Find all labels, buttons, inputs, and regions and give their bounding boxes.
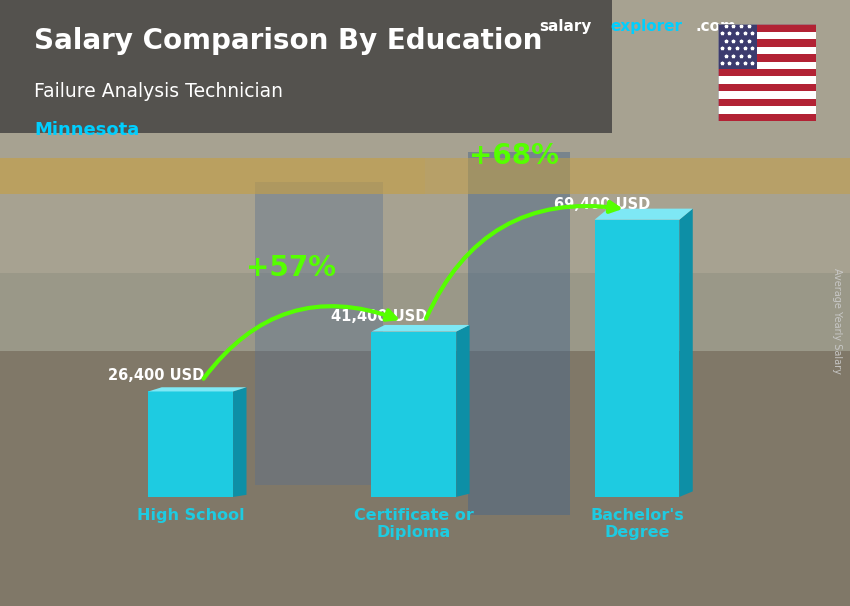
Text: 26,400 USD: 26,400 USD (108, 368, 204, 384)
Bar (148, 391, 233, 497)
Polygon shape (456, 325, 469, 497)
Bar (718, 76, 816, 84)
Bar (255, 182, 382, 485)
Bar (468, 152, 570, 515)
Bar (718, 39, 816, 47)
Text: 41,400 USD: 41,400 USD (332, 308, 428, 324)
Text: salary: salary (540, 19, 592, 35)
Bar (718, 32, 816, 39)
Text: Salary Comparison By Education: Salary Comparison By Education (34, 27, 542, 55)
Bar (718, 84, 816, 92)
Bar (371, 331, 456, 497)
Bar (718, 24, 757, 69)
Text: +57%: +57% (246, 255, 336, 282)
Text: +68%: +68% (469, 142, 559, 170)
Polygon shape (595, 208, 693, 220)
Bar (595, 220, 679, 497)
Polygon shape (679, 208, 693, 497)
Text: 69,400 USD: 69,400 USD (554, 197, 650, 211)
Bar (718, 69, 816, 76)
Bar (718, 47, 816, 54)
Bar (0, 351, 850, 606)
Text: Minnesota: Minnesota (34, 121, 139, 139)
Bar (718, 114, 816, 121)
Bar (718, 106, 816, 114)
Bar (718, 99, 816, 106)
Text: Average Yearly Salary: Average Yearly Salary (832, 268, 842, 374)
Text: Failure Analysis Technician: Failure Analysis Technician (34, 82, 283, 101)
Bar (0, 0, 612, 133)
Bar (718, 62, 816, 69)
Text: .com: .com (695, 19, 736, 35)
Bar (0, 158, 425, 194)
Polygon shape (233, 387, 246, 497)
Bar (718, 24, 816, 32)
Bar (0, 0, 850, 273)
Text: explorer: explorer (610, 19, 683, 35)
Bar (718, 92, 816, 99)
Bar (425, 158, 850, 194)
Bar (718, 54, 816, 62)
Polygon shape (148, 387, 246, 391)
Polygon shape (371, 325, 469, 331)
